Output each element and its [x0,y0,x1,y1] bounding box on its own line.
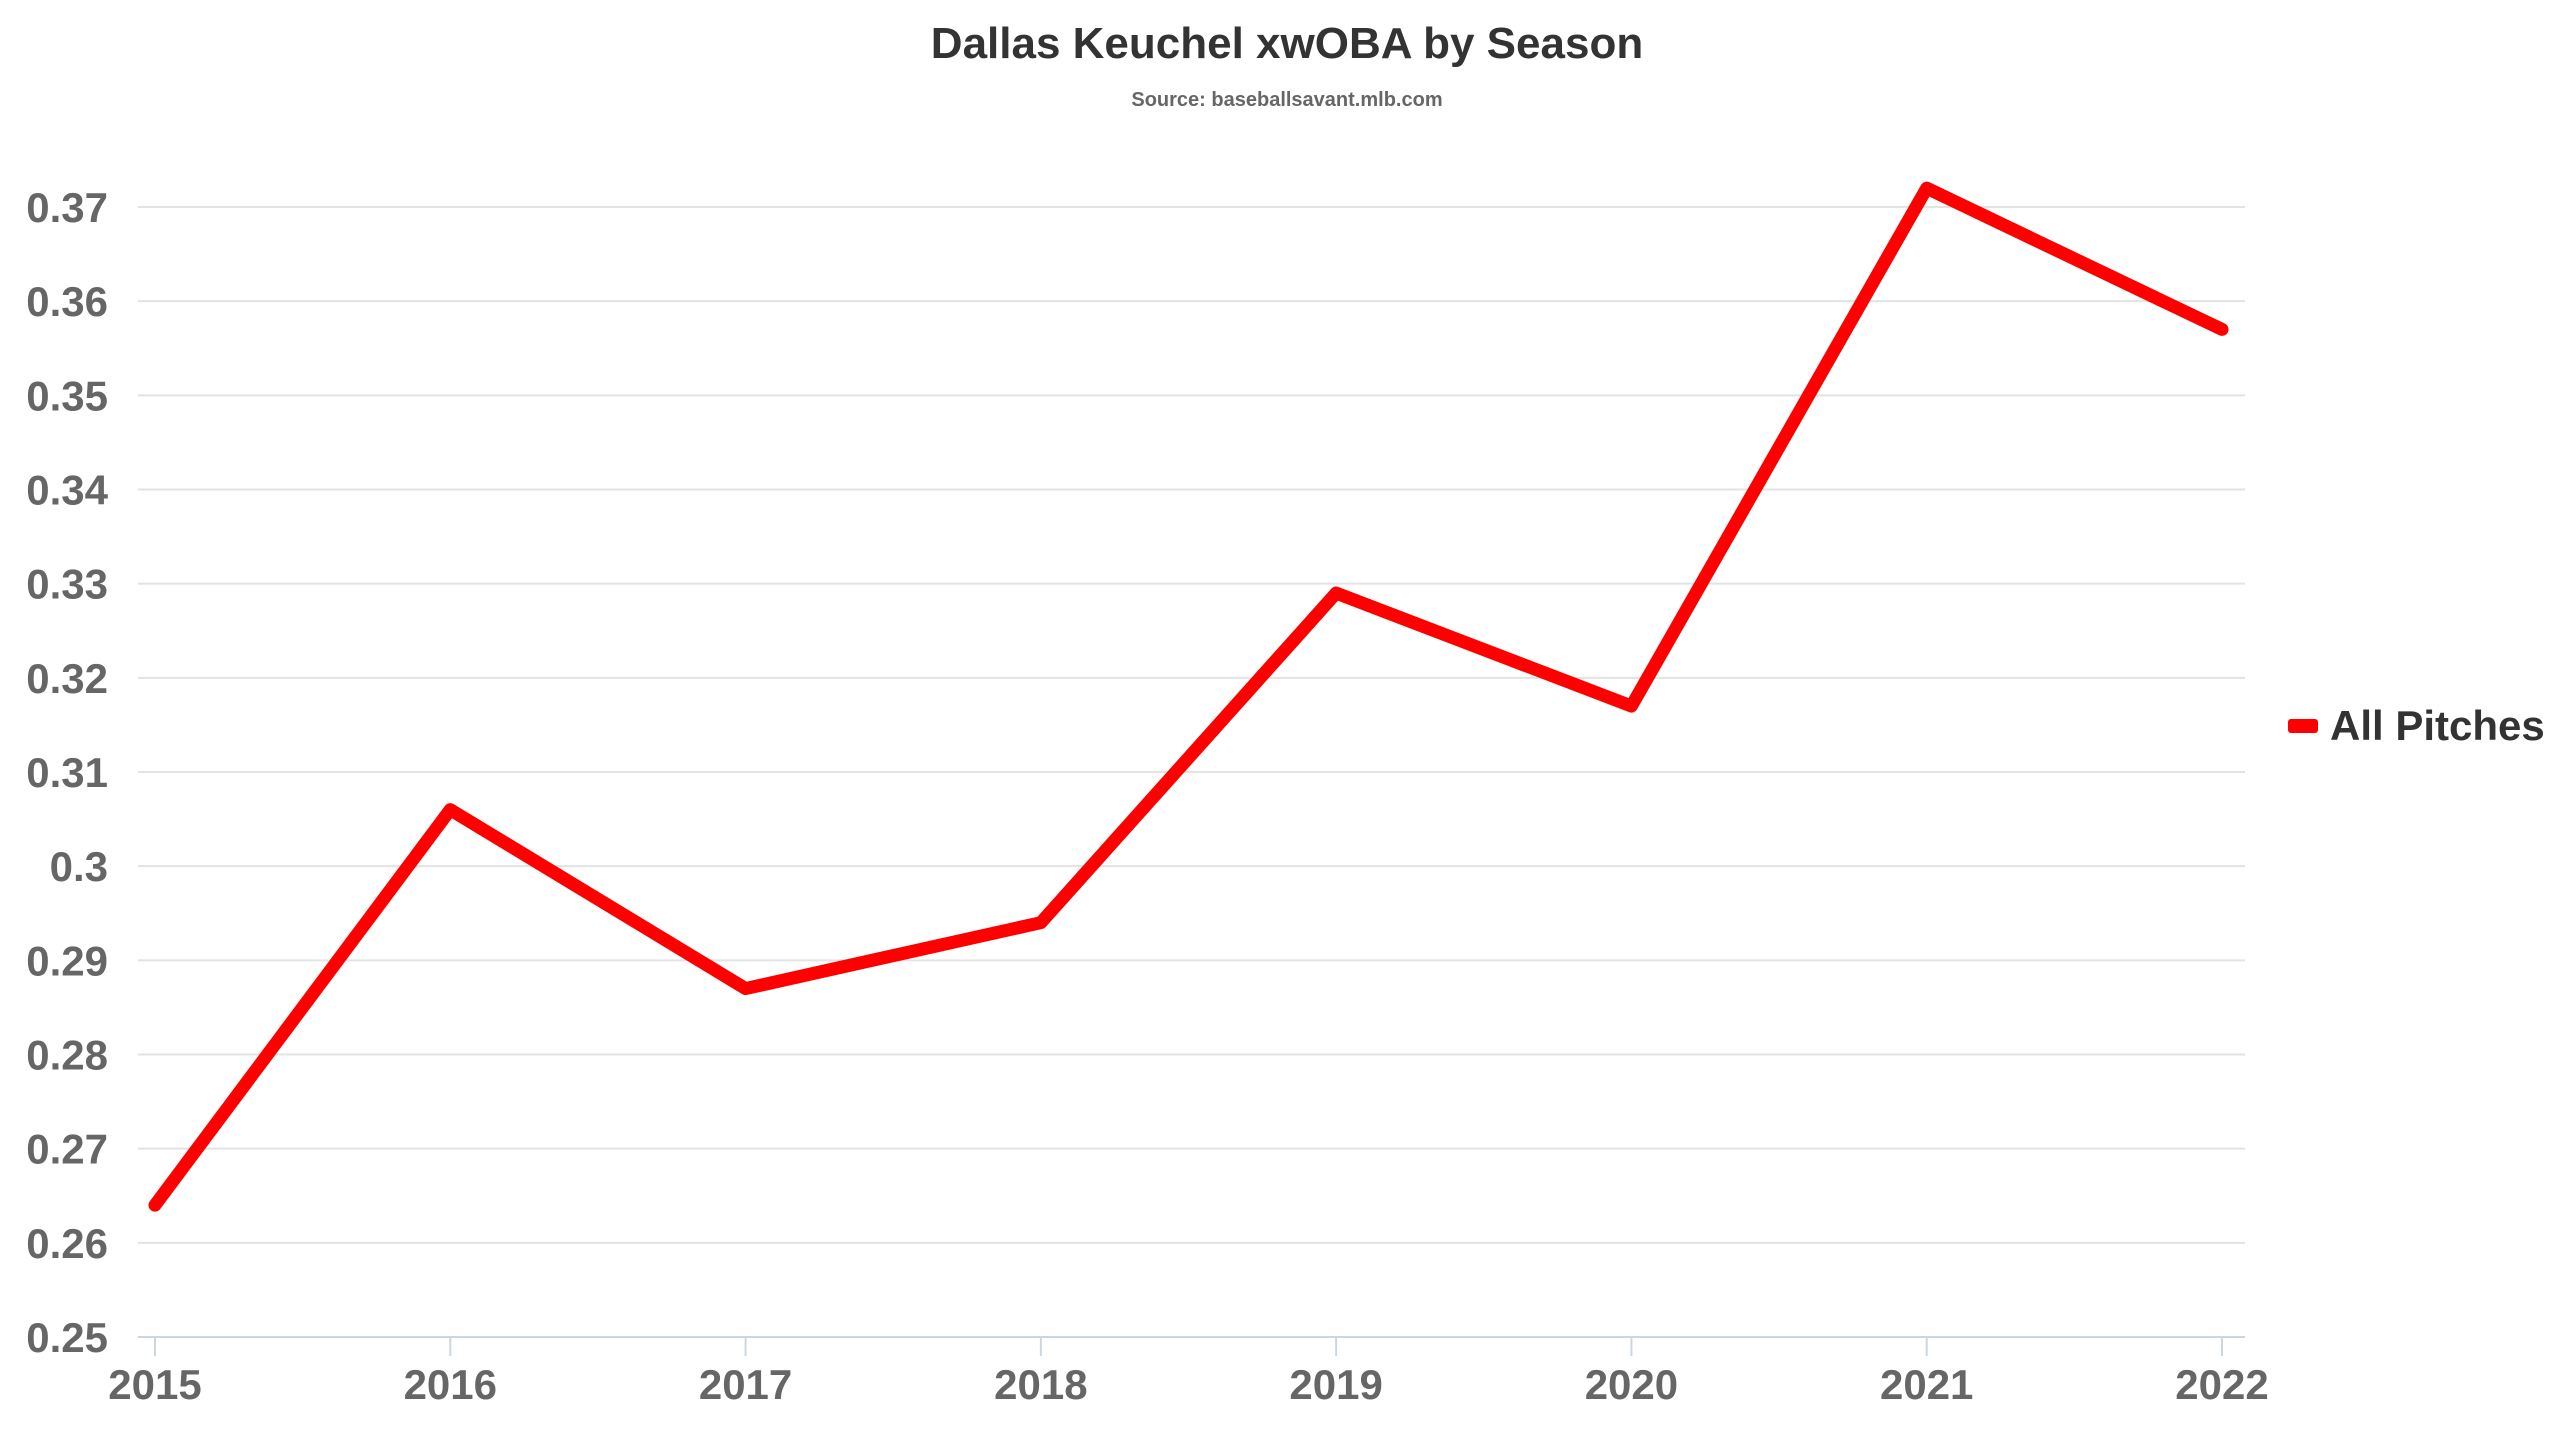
legend[interactable]: All Pitches [2288,702,2545,749]
y-tick-label: 0.27 [26,1126,108,1173]
x-tick-label: 2016 [404,1361,497,1408]
series-layer [155,188,2222,1205]
y-axis-ticks: 0.25 0.26 0.27 0.28 0.29 0.3 0.31 0.32 0.33 0.34 0… [26,184,108,1361]
y-tick-label: 0.28 [26,1032,108,1079]
y-tick-label: 0.34 [26,467,108,514]
y-tick-label: 0.32 [26,655,108,702]
y-tick-label: 0.35 [26,372,108,419]
y-tick-label: 0.31 [26,749,108,796]
x-tick-label: 2022 [2175,1361,2268,1408]
y-tick-label: 0.29 [26,937,108,984]
x-tick-label: 2017 [699,1361,792,1408]
chart-subtitle: Source: baseballsavant.mlb.com [1131,89,1442,111]
y-tick-label: 0.33 [26,561,108,608]
legend-label[interactable]: All Pitches [2330,702,2545,749]
series-line [155,188,2222,1205]
legend-swatch [2288,719,2318,733]
y-tick-label: 0.26 [26,1220,108,1267]
y-tick-label: 0.25 [26,1314,108,1361]
y-tick-label: 0.3 [50,843,108,890]
x-tick-label: 2018 [994,1361,1087,1408]
x-tick-label: 2020 [1585,1361,1678,1408]
x-tick-label: 2015 [108,1361,201,1408]
gridlines [138,207,2245,1337]
y-tick-label: 0.36 [26,278,108,325]
x-axis-ticks: 2015 2016 2017 2018 2019 2020 2021 2022 [108,1337,2268,1408]
x-tick-label: 2021 [1880,1361,1973,1408]
chart-title: Dallas Keuchel xwOBA by Season [931,19,1643,68]
y-tick-label: 0.37 [26,184,108,231]
x-tick-label: 2019 [1289,1361,1382,1408]
